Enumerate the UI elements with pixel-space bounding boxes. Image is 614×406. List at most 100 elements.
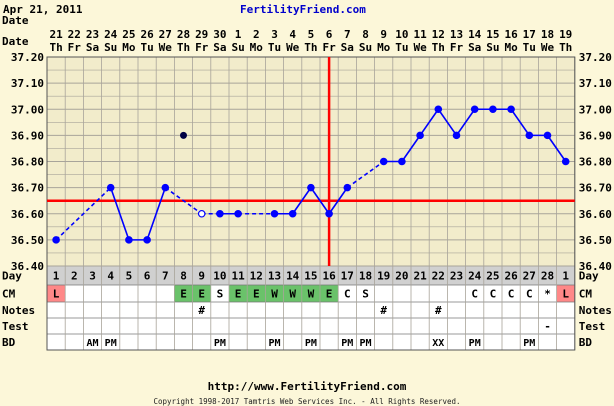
day-cell: 6 [144, 270, 151, 283]
cm-cell: E [198, 288, 205, 301]
date-label: 19 [559, 28, 572, 41]
cm-row-label: CM [2, 288, 16, 301]
date-label: 14 [468, 28, 482, 41]
bd-cell: PM [523, 338, 535, 349]
cm-cell-highlight [47, 285, 66, 302]
temperature-point [379, 157, 388, 166]
temperature-point [288, 209, 297, 218]
cm-cell: C [490, 288, 497, 301]
temperature-line-segment [401, 134, 421, 162]
cm-cell: W [308, 288, 315, 301]
day-row-label-right: Day [579, 270, 599, 283]
ytick-label-left: 37.20 [11, 51, 44, 64]
weekday-label: Sa [341, 41, 354, 54]
temperature-point [325, 209, 333, 218]
weekday-label: Th [49, 41, 62, 54]
date-label: 28 [177, 28, 190, 41]
temperature-point [270, 209, 279, 218]
date-label: 15 [486, 28, 499, 41]
weekday-label: We [286, 41, 300, 54]
test-row-label-right: Test [579, 320, 606, 333]
temperature-point [398, 157, 406, 166]
day-cell: 14 [286, 270, 300, 283]
ytick-label-right: 37.00 [579, 103, 612, 116]
temperature-line-segment [164, 186, 203, 215]
ytick-label-right: 36.50 [579, 234, 612, 247]
temperature-line-segment [437, 108, 458, 136]
day-cell: 26 [504, 270, 518, 283]
day-cell: 10 [213, 270, 226, 283]
day-row-background [47, 266, 575, 285]
date-label: 29 [195, 28, 208, 41]
cm-cell: E [326, 288, 333, 301]
day-cell: 12 [250, 270, 263, 283]
day-cell: 2 [71, 270, 78, 283]
chart-date: Apr 21, 2011 [3, 3, 83, 16]
weekday-label: Mo [250, 41, 264, 54]
temperature-point [434, 105, 443, 114]
cm-cell: L [53, 288, 60, 301]
footer-copyright: Copyright 1998-2017 Tamtris Web Services… [153, 397, 461, 406]
cm-cell: S [362, 288, 369, 301]
date-label: 21 [49, 28, 63, 41]
temperature-point [343, 183, 352, 192]
weekday-label: Sa [86, 41, 99, 54]
date-label: 11 [413, 28, 427, 41]
day-cell: 8 [180, 270, 187, 283]
temperature-point [161, 183, 170, 192]
temperature-line-segment [328, 187, 348, 215]
cm-cell: W [271, 288, 278, 301]
temperature-point [416, 131, 424, 140]
cm-cell: E [235, 288, 242, 301]
date-label: 12 [432, 28, 445, 41]
cm-cell: W [289, 288, 296, 301]
ytick-label-right: 36.60 [579, 208, 612, 221]
cm-cell: C [344, 288, 351, 301]
weekday-label: Tu [268, 41, 281, 54]
date-label: 7 [344, 28, 351, 41]
cm-cell-highlight [556, 285, 575, 302]
day-cell: 23 [450, 270, 463, 283]
ytick-label-left: 37.10 [11, 77, 44, 90]
temperature-line-segment [546, 134, 567, 162]
date-label: 3 [271, 28, 278, 41]
ytick-label-right: 37.10 [579, 77, 612, 90]
site-title[interactable]: FertilityFriend.com [240, 3, 366, 16]
temperature-line-segment [510, 108, 530, 136]
weekday-label: Mo [122, 41, 136, 54]
temperature-point [125, 236, 133, 244]
test-cell: - [544, 320, 551, 333]
cm-cell: E [253, 288, 260, 301]
day-cell: 4 [107, 270, 114, 283]
date-label: 6 [326, 28, 333, 41]
notes-row-label-right: Notes [579, 304, 612, 317]
date-label: 8 [362, 28, 369, 41]
date-row-label: Date [2, 14, 29, 27]
temperature-point [234, 209, 242, 218]
temperature-point [307, 183, 315, 192]
bd-row-label-right: BD [579, 336, 593, 349]
day-cell: 7 [162, 270, 169, 283]
date-label: 1 [235, 28, 242, 41]
bd-cell: PM [105, 338, 117, 349]
date-label: 30 [213, 28, 226, 41]
bd-row-label: BD [2, 336, 16, 349]
cm-cell-highlight [301, 285, 320, 302]
temperature-point [106, 183, 115, 192]
weekday-label: We [541, 41, 555, 54]
notes-cell: # [198, 304, 205, 317]
day-cell: 25 [486, 270, 499, 283]
notes-cell: # [380, 304, 387, 317]
temperature-line-segment [292, 187, 312, 215]
ytick-label-left: 36.90 [11, 129, 44, 142]
cm-cell: C [526, 288, 533, 301]
footer-url[interactable]: http://www.FertilityFriend.com [207, 380, 407, 393]
date-label: 16 [504, 28, 518, 41]
day-cell: 17 [341, 270, 354, 283]
day-cell: 20 [395, 270, 408, 283]
ytick-label-right: 36.90 [579, 129, 612, 142]
temperature-point-excluded [180, 131, 187, 139]
bd-cell: PM [341, 338, 353, 349]
cm-cell: S [217, 288, 224, 301]
